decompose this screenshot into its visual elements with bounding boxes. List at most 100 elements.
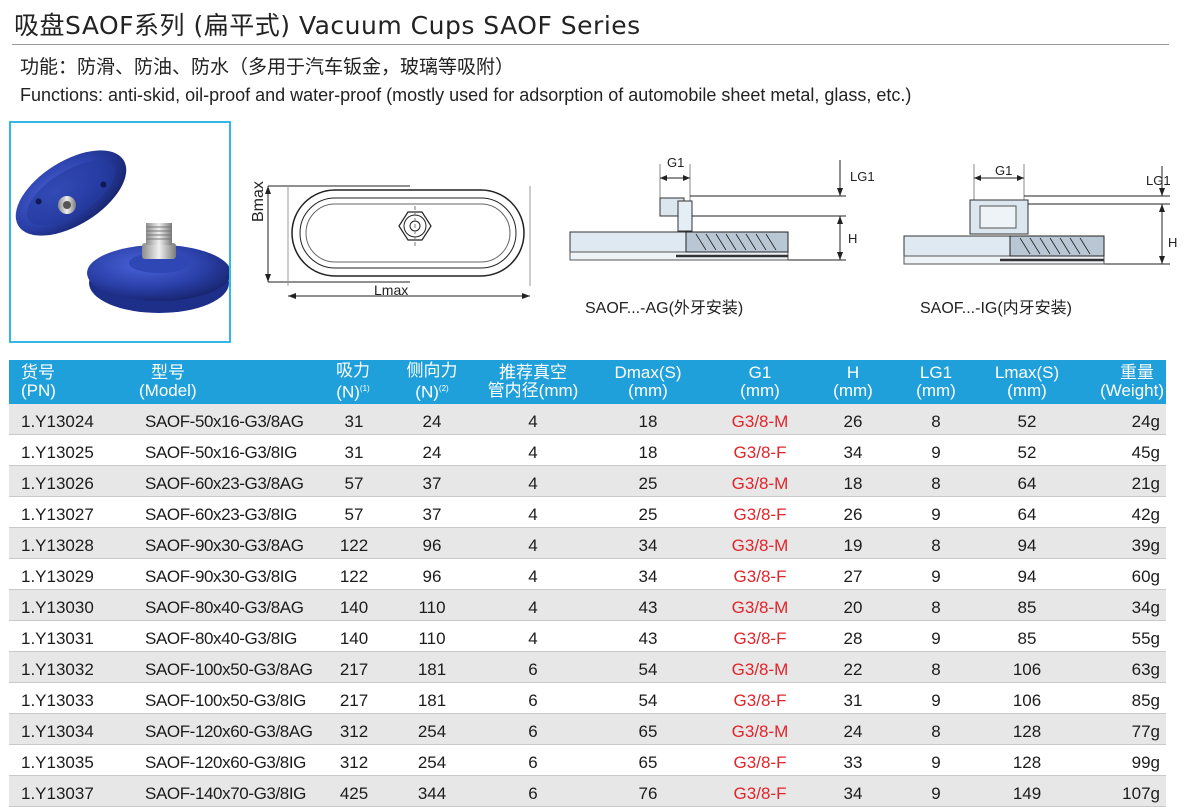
cell-dmax: 54 xyxy=(587,682,709,714)
cell-weight: 63g xyxy=(1077,651,1166,683)
cell-lmax: 128 xyxy=(977,744,1077,776)
cell-g1: G3/8-F xyxy=(709,744,811,776)
cell-pn: 1.Y13028 xyxy=(9,527,129,559)
cell-model: SAOF-140x70-G3/8IG xyxy=(129,775,321,807)
cell-suction-force: 425 xyxy=(321,775,385,807)
cell-lg1: 9 xyxy=(895,434,977,466)
vacuum-cup-illustration xyxy=(15,150,231,313)
cell-dmax: 18 xyxy=(587,434,709,466)
cell-weight: 42g xyxy=(1077,496,1166,528)
cell-suction-force: 217 xyxy=(321,682,385,714)
lg1-label-ag: LG1 xyxy=(850,169,875,184)
cell-lateral-force: 181 xyxy=(385,651,479,683)
cell-weight: 85g xyxy=(1077,682,1166,714)
cell-dmax: 34 xyxy=(587,527,709,559)
side-view-ag-drawing xyxy=(569,160,846,261)
cell-weight: 21g xyxy=(1077,465,1166,497)
cell-tube-diameter: 4 xyxy=(479,434,587,466)
cell-lmax: 149 xyxy=(977,775,1077,807)
cell-lmax: 94 xyxy=(977,527,1077,559)
table-row: 1.Y13024 SAOF-50x16-G3/8AG 31 24 4 18 G3/8-M 26… xyxy=(9,404,1166,435)
cell-h: 26 xyxy=(811,404,895,435)
cell-lmax: 106 xyxy=(977,651,1077,683)
header-model: 型号 (Model) xyxy=(129,360,321,404)
cell-model: SAOF-90x30-G3/8IG xyxy=(129,558,321,590)
cell-weight: 39g xyxy=(1077,527,1166,559)
cell-weight: 55g xyxy=(1077,620,1166,652)
cell-model: SAOF-100x50-G3/8IG xyxy=(129,682,321,714)
cell-lg1: 9 xyxy=(895,682,977,714)
cell-h: 22 xyxy=(811,651,895,683)
cell-g1: G3/8-F xyxy=(709,434,811,466)
cell-pn: 1.Y13033 xyxy=(9,682,129,714)
header-h: H (mm) xyxy=(811,360,895,404)
cell-tube-diameter: 4 xyxy=(479,589,587,621)
cell-g1: G3/8-M xyxy=(709,713,811,745)
cell-pn: 1.Y13026 xyxy=(9,465,129,497)
cell-lateral-force: 254 xyxy=(385,744,479,776)
cell-suction-force: 140 xyxy=(321,620,385,652)
cell-suction-force: 57 xyxy=(321,465,385,497)
cell-tube-diameter: 4 xyxy=(479,558,587,590)
cell-g1: G3/8-M xyxy=(709,589,811,621)
cell-pn: 1.Y13027 xyxy=(9,496,129,528)
cell-lateral-force: 96 xyxy=(385,558,479,590)
cell-lg1: 8 xyxy=(895,589,977,621)
cell-pn: 1.Y13034 xyxy=(9,713,129,745)
cell-lg1: 9 xyxy=(895,558,977,590)
table-row: 1.Y13031 SAOF-80x40-G3/8IG 140 110 4 43 G3/8-F… xyxy=(9,620,1166,652)
cell-lmax: 128 xyxy=(977,713,1077,745)
cell-weight: 45g xyxy=(1077,434,1166,466)
page-title: 吸盘SAOF系列 (扁平式) Vacuum Cups SAOF Series xyxy=(14,11,641,40)
cell-lg1: 8 xyxy=(895,651,977,683)
h-label-ig: H xyxy=(1168,235,1178,250)
table-row: 1.Y13026 SAOF-60x23-G3/8AG 57 37 4 25 G3/8-M 18… xyxy=(9,465,1166,497)
cell-lateral-force: 110 xyxy=(385,589,479,621)
cell-h: 18 xyxy=(811,465,895,497)
cell-model: SAOF-100x50-G3/8AG xyxy=(129,651,321,683)
cell-tube-diameter: 4 xyxy=(479,527,587,559)
table-header-row: 货号 (PN) 型号 (Model) 吸力 (N)(1) 侧向力 (N)(2) 推荐真空… xyxy=(9,360,1166,404)
cell-dmax: 25 xyxy=(587,465,709,497)
cell-pn: 1.Y13032 xyxy=(9,651,129,683)
side-view-ig-drawing xyxy=(903,164,1170,265)
cell-model: SAOF-120x60-G3/8IG xyxy=(129,744,321,776)
cell-lmax: 94 xyxy=(977,558,1077,590)
cell-lg1: 9 xyxy=(895,620,977,652)
cell-weight: 24g xyxy=(1077,404,1166,435)
lmax-label: Lmax xyxy=(374,282,409,298)
product-photo xyxy=(9,121,231,343)
cell-tube-diameter: 6 xyxy=(479,651,587,683)
cell-g1: G3/8-M xyxy=(709,651,811,683)
cell-h: 26 xyxy=(811,496,895,528)
cell-pn: 1.Y13037 xyxy=(9,775,129,807)
table-row: 1.Y13035 SAOF-120x60-G3/8IG 312 254 6 65 G3/8-… xyxy=(9,744,1166,776)
header-lmax: Lmax(S) (mm) xyxy=(977,360,1077,404)
cell-g1: G3/8-F xyxy=(709,496,811,528)
caption-ag: SAOF...-AG(外牙安装) xyxy=(585,300,744,317)
cell-lateral-force: 110 xyxy=(385,620,479,652)
cell-h: 24 xyxy=(811,713,895,745)
cell-dmax: 43 xyxy=(587,589,709,621)
cell-g1: G3/8-F xyxy=(709,558,811,590)
cell-lateral-force: 254 xyxy=(385,713,479,745)
cell-suction-force: 31 xyxy=(321,404,385,435)
cell-g1: G3/8-M xyxy=(709,465,811,497)
table-row: 1.Y13034 SAOF-120x60-G3/8AG 312 254 6 65 G3/8-… xyxy=(9,713,1166,745)
cell-model: SAOF-50x16-G3/8AG xyxy=(129,404,321,435)
g1-label-ag: G1 xyxy=(667,155,685,170)
cell-pn: 1.Y13030 xyxy=(9,589,129,621)
cell-model: SAOF-90x30-G3/8AG xyxy=(129,527,321,559)
title-divider xyxy=(12,44,1169,45)
bmax-label: Bmax xyxy=(250,181,267,222)
cell-h: 28 xyxy=(811,620,895,652)
cell-g1: G3/8-M xyxy=(709,404,811,435)
cell-suction-force: 312 xyxy=(321,713,385,745)
cell-dmax: 54 xyxy=(587,651,709,683)
cell-suction-force: 57 xyxy=(321,496,385,528)
cell-weight: 34g xyxy=(1077,589,1166,621)
cell-lateral-force: 37 xyxy=(385,465,479,497)
table-row: 1.Y13028 SAOF-90x30-G3/8AG 122 96 4 34 G3/8-M 1… xyxy=(9,527,1166,559)
cell-suction-force: 122 xyxy=(321,558,385,590)
cell-tube-diameter: 4 xyxy=(479,620,587,652)
